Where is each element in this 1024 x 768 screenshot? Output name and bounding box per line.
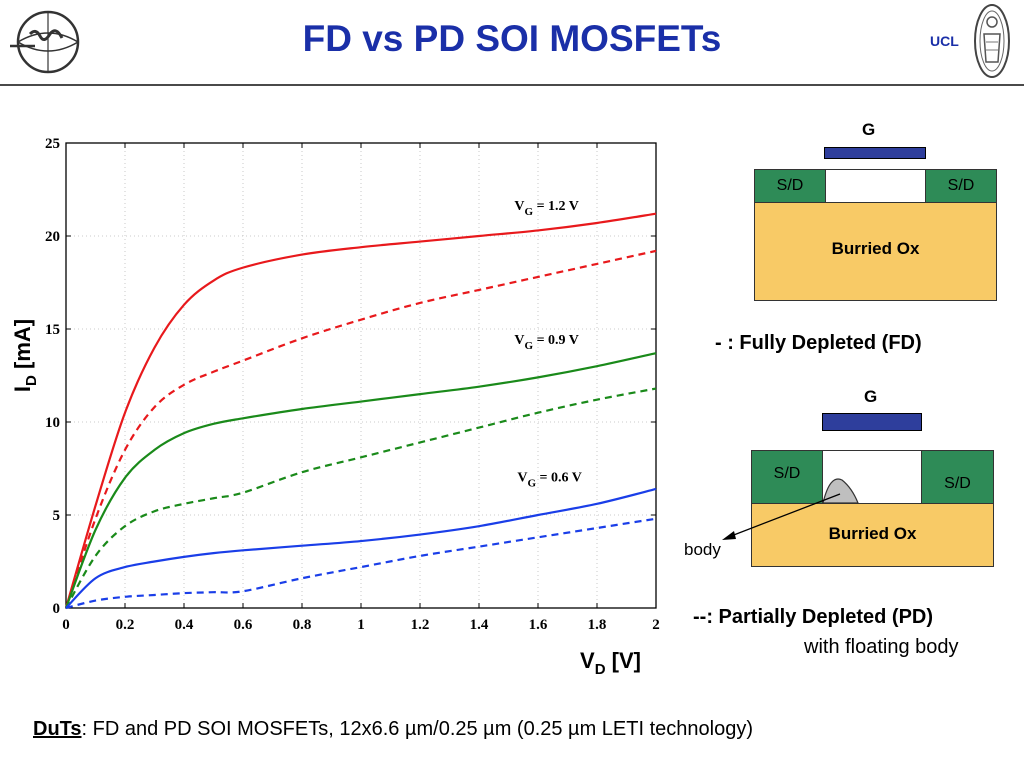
x-tick-label: 0.4 bbox=[175, 617, 194, 633]
curve-annotation-3: VG = 0.6 V bbox=[517, 471, 582, 490]
x-tick-label: 0.6 bbox=[234, 617, 253, 633]
x-tick-label: 1.8 bbox=[588, 617, 607, 633]
x-tick-label: 2 bbox=[652, 617, 660, 633]
emic-logo bbox=[10, 4, 90, 85]
x-tick-label: 0.8 bbox=[293, 617, 312, 633]
body-label: body bbox=[684, 540, 721, 559]
header-divider bbox=[0, 84, 1024, 86]
series-line-2 bbox=[64, 249, 657, 609]
fd-buried-oxide: Burried Ox bbox=[754, 202, 997, 301]
ucl-seal-icon bbox=[972, 2, 1012, 85]
id-vd-chart: 0 0.2 0.4 0.6 0.8 1 1.2 1.4 1.6 1.8 20510152025VG … bbox=[10, 136, 660, 678]
y-axis-label: ID [mA] bbox=[10, 319, 40, 392]
y-tick-label: 10 bbox=[45, 415, 60, 431]
x-tick-label: 1.6 bbox=[529, 617, 548, 633]
series-line-4 bbox=[65, 387, 657, 609]
fd-sd-right: S/D bbox=[925, 169, 997, 203]
y-tick-label: 5 bbox=[53, 508, 61, 524]
pd-gate bbox=[822, 413, 922, 431]
pd-floating-body bbox=[722, 478, 859, 540]
fd-gate-label: G bbox=[862, 120, 876, 139]
curve-annotation-1: VG = 1.2 V bbox=[514, 199, 579, 218]
series-line-3 bbox=[64, 352, 657, 609]
page-title: FD vs PD SOI MOSFETs bbox=[302, 18, 722, 59]
x-tick-label: 1 bbox=[357, 617, 365, 633]
pd-caption: --: Partially Depleted (PD) bbox=[693, 606, 934, 628]
fd-sd-left: S/D bbox=[754, 169, 826, 203]
duts-footer: DuTs: FD and PD SOI MOSFETs, 12x6.6 µm/0… bbox=[33, 718, 753, 741]
plot-area bbox=[65, 142, 657, 609]
x-tick-label: 0.2 bbox=[116, 617, 135, 633]
pd-gate-label: G bbox=[864, 387, 878, 406]
pd-sd-right: S/D bbox=[921, 450, 994, 504]
y-tick-label: 20 bbox=[45, 229, 60, 245]
ucl-label: UCL bbox=[930, 33, 959, 49]
y-tick-label: 0 bbox=[53, 601, 61, 617]
pd-caption-sub: with floating body bbox=[804, 636, 959, 658]
x-tick-label: 1.4 bbox=[470, 617, 489, 633]
pd-buried-oxide: Burried Ox bbox=[751, 503, 994, 567]
curve-annotation-2: VG = 0.9 V bbox=[514, 333, 579, 352]
duts-text: : FD and PD SOI MOSFETs, 12x6.6 µm/0.25 … bbox=[81, 718, 753, 740]
duts-label: DuTs bbox=[33, 718, 82, 740]
series-line-1 bbox=[64, 212, 657, 609]
fd-gate bbox=[824, 147, 926, 159]
x-tick-label: 0 bbox=[62, 617, 70, 633]
y-tick-label: 25 bbox=[45, 136, 60, 152]
series-line-6 bbox=[65, 517, 657, 610]
fd-caption: - : Fully Depleted (FD) bbox=[715, 332, 922, 354]
y-tick-label: 15 bbox=[45, 322, 60, 338]
series-line-5 bbox=[65, 487, 657, 609]
x-axis-label: VD [V] bbox=[580, 648, 641, 678]
x-tick-label: 1.2 bbox=[411, 617, 430, 633]
pd-sd-left: S/D bbox=[751, 450, 823, 504]
